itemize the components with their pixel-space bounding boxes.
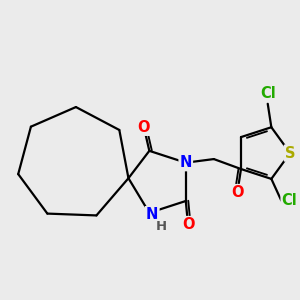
- Text: S: S: [285, 146, 296, 160]
- Text: O: O: [182, 217, 194, 232]
- Text: O: O: [138, 120, 150, 135]
- Text: O: O: [231, 185, 244, 200]
- Text: N: N: [146, 207, 158, 222]
- Text: N: N: [180, 155, 192, 170]
- Text: N: N: [146, 207, 158, 222]
- Text: Cl: Cl: [282, 193, 297, 208]
- Text: Cl: Cl: [260, 86, 276, 101]
- Text: H: H: [156, 220, 167, 233]
